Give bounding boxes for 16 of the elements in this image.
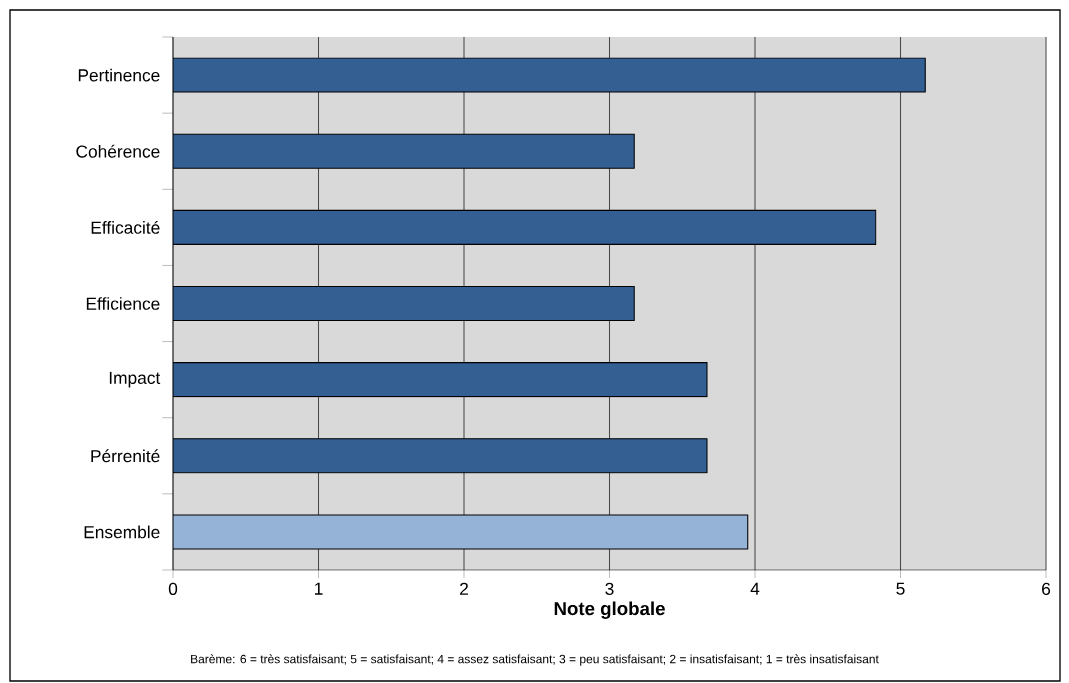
x-tick-label: 2: [460, 582, 468, 595]
y-tick-label: Efficience: [86, 297, 160, 310]
x-tick-label: 1: [315, 582, 323, 595]
y-tick-label: Ensemble: [84, 525, 160, 539]
y-tick-label: Cohérence: [76, 144, 160, 158]
x-tick-label: 4: [750, 582, 760, 595]
y-tick-label: Pérrenité: [91, 449, 160, 463]
x-tick-label: 0: [168, 582, 178, 595]
x-axis-title: Note globale: [554, 601, 665, 619]
y-tick-label: Efficacité: [91, 220, 160, 234]
y-tick-label: Pertinence: [78, 68, 160, 82]
x-tick-label: 5: [896, 582, 905, 595]
y-tick-label: Impact: [109, 371, 161, 388]
x-tick-label: 3: [605, 582, 614, 595]
x-tick-label: 6: [1042, 582, 1051, 595]
text: Barème: 6 = très satisfaisant; 5 = satisfaisant; 4 = assez satisfaisant; 3 = peu satisfaisant; 2 = insatisfaisant; 1 = très insatisfaisant: [191, 654, 879, 666]
